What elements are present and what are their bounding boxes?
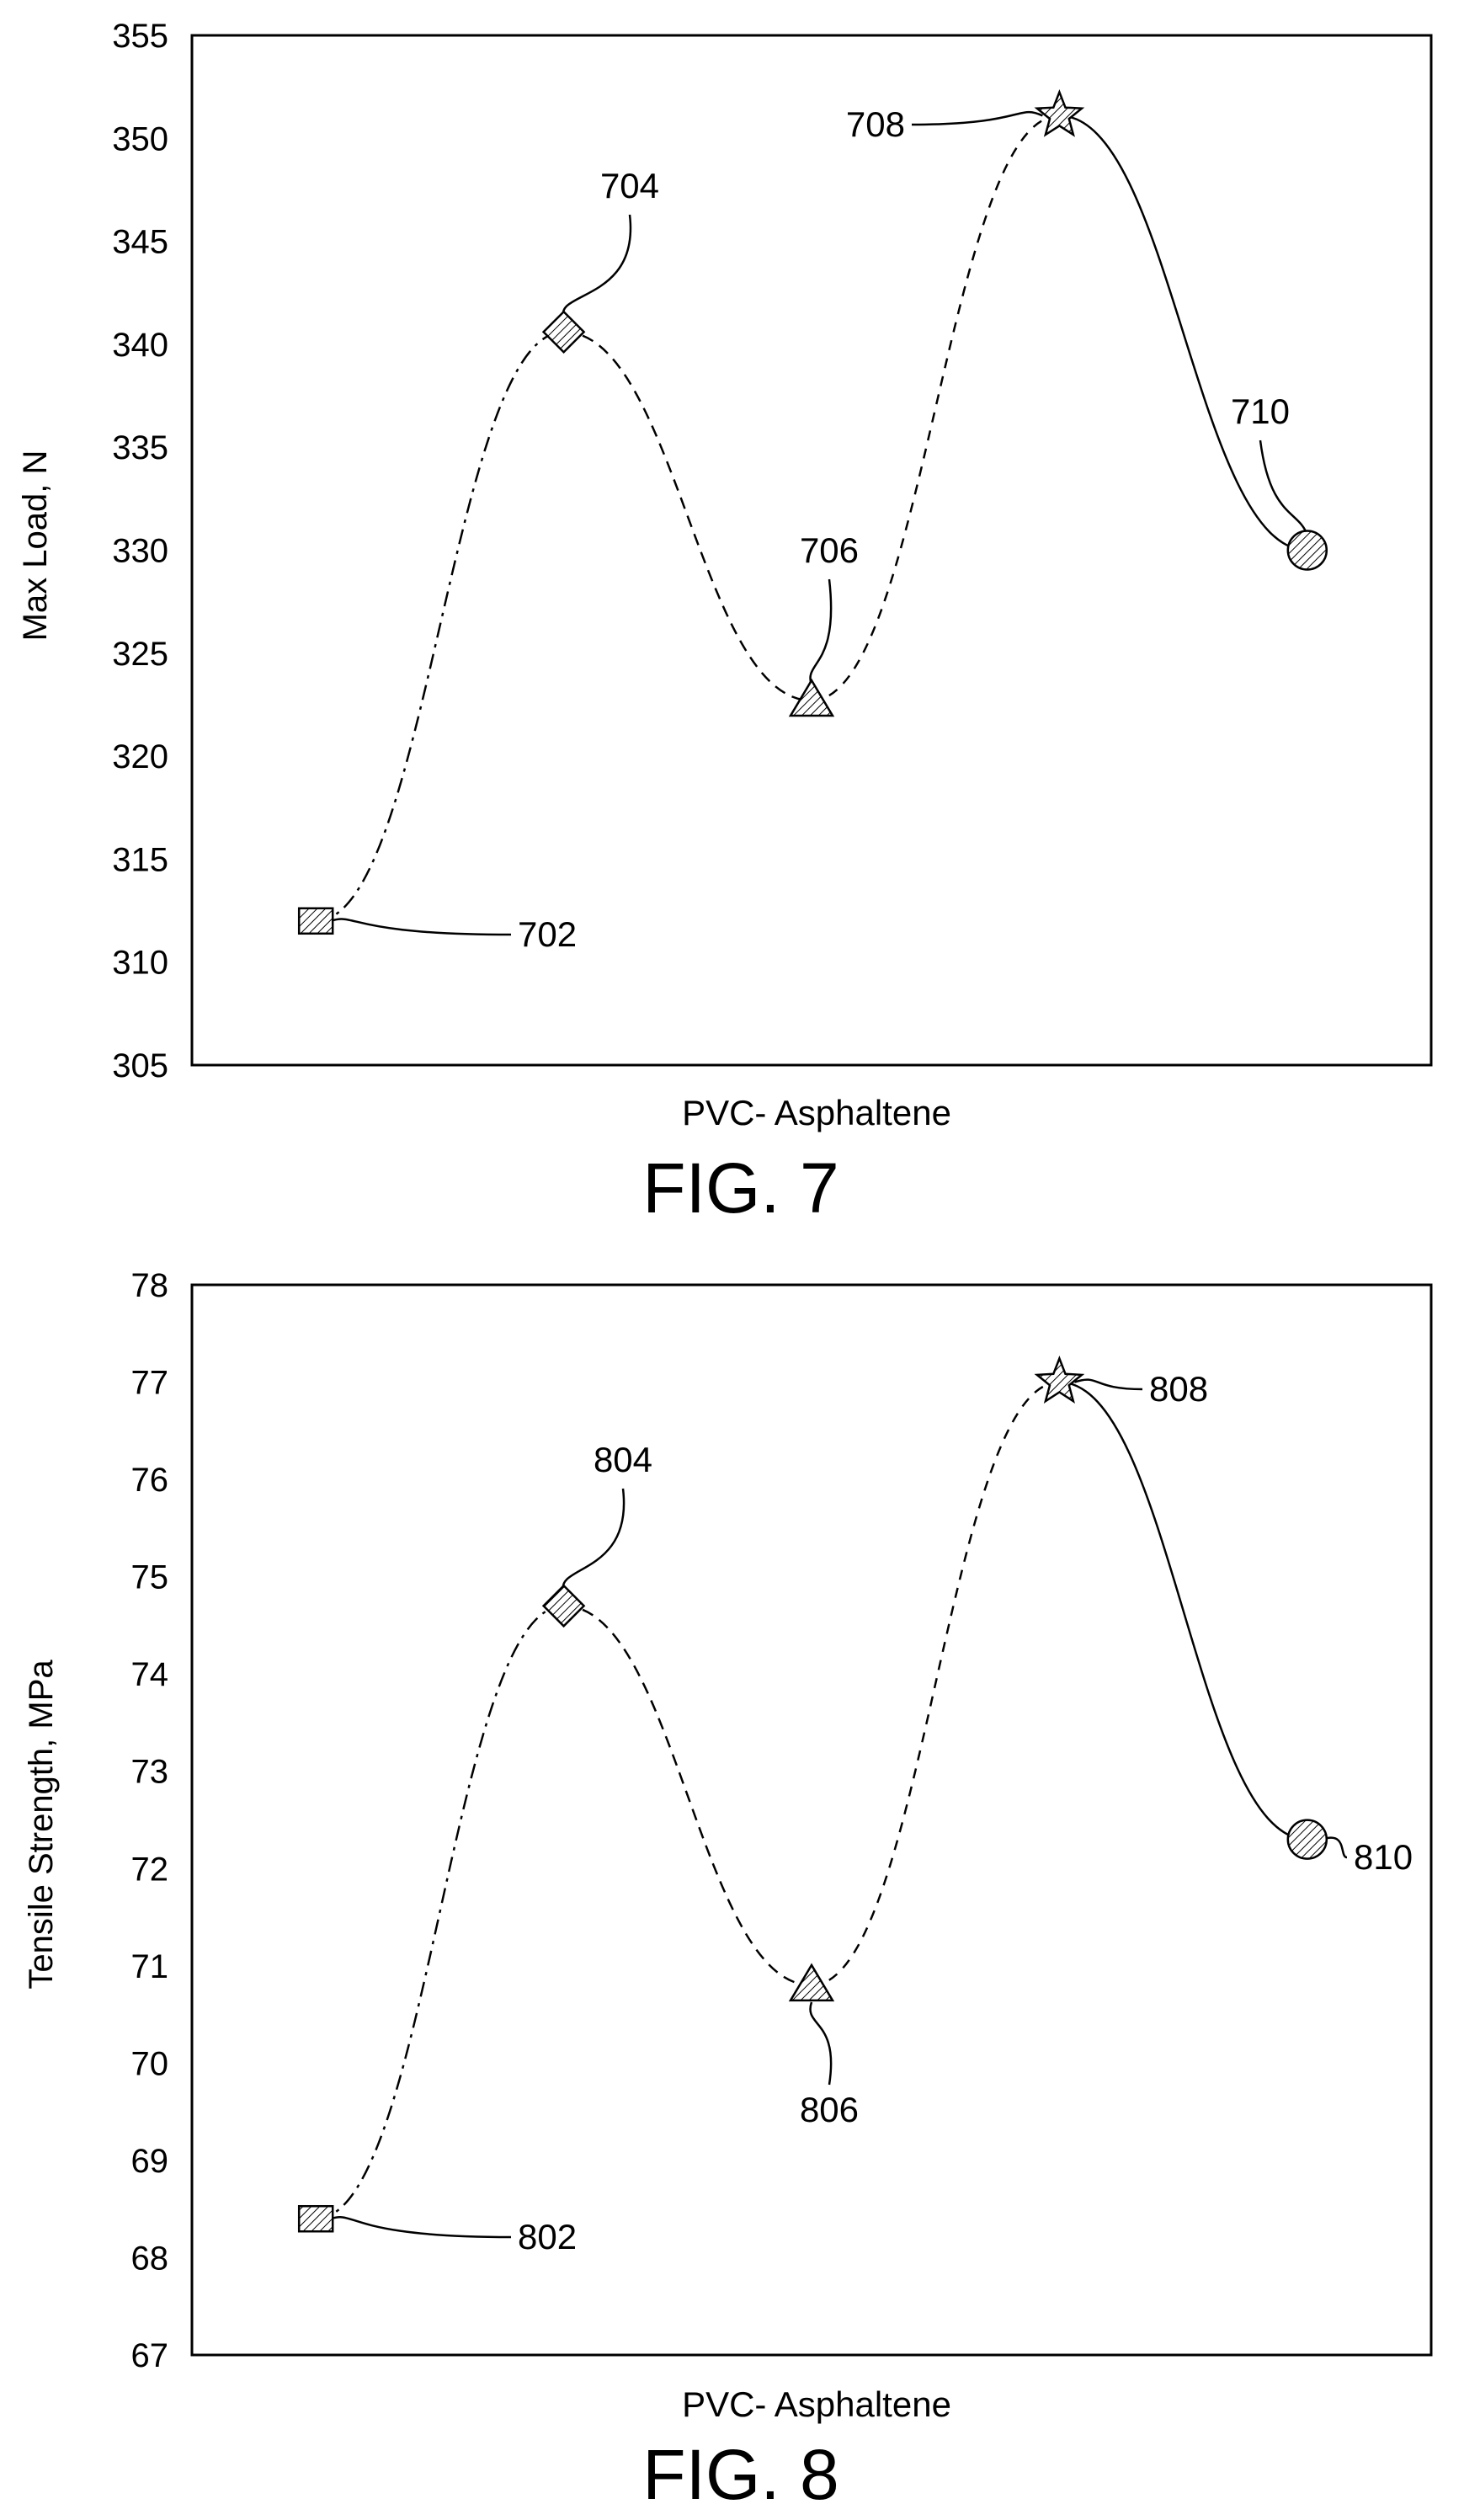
reference-numeral-704: 704 bbox=[600, 166, 659, 205]
y-tick-label: 77 bbox=[131, 1365, 169, 1402]
y-tick-label: 345 bbox=[112, 224, 168, 261]
y-tick-label: 72 bbox=[131, 1851, 169, 1888]
fig8-y-axis-label: Tensile Strength, MPa bbox=[23, 1660, 60, 1990]
series-segment bbox=[811, 115, 1060, 702]
y-tick-label: 71 bbox=[131, 1948, 169, 1985]
leader-line bbox=[330, 918, 512, 936]
y-tick-label: 340 bbox=[112, 327, 168, 364]
leader-line bbox=[562, 1488, 626, 1591]
reference-numeral-810: 810 bbox=[1354, 1837, 1413, 1877]
leader-line bbox=[809, 2001, 833, 2086]
reference-numeral-710: 710 bbox=[1231, 392, 1290, 431]
y-tick-label: 75 bbox=[131, 1559, 169, 1596]
triangle-marker bbox=[788, 1963, 835, 2002]
y-tick-label: 69 bbox=[131, 2143, 169, 2180]
fig7-x-axis-label: PVC- Asphaltene bbox=[682, 1093, 951, 1132]
fig8-y-axis-ticks: 67 68 69 70 71 72 73 74 75 76 77 78 bbox=[131, 1267, 169, 2374]
square-marker bbox=[297, 907, 334, 935]
y-tick-label: 310 bbox=[112, 945, 168, 982]
leader-line bbox=[1074, 1378, 1143, 1391]
fig8-caption: FIG. 8 bbox=[642, 2435, 838, 2514]
y-tick-label: 335 bbox=[112, 429, 168, 466]
square-marker bbox=[297, 2204, 334, 2233]
series-segment bbox=[811, 1381, 1060, 1987]
fig7-series-lines bbox=[316, 115, 1307, 923]
leader-line bbox=[330, 2216, 512, 2239]
y-tick-label: 67 bbox=[131, 2337, 169, 2374]
fig8-chart: 67 68 69 70 71 72 73 74 75 76 77 78 802 804 806 808 810… bbox=[23, 1267, 1433, 2514]
reference-numeral-802: 802 bbox=[518, 2217, 577, 2256]
y-tick-label: 73 bbox=[131, 1754, 169, 1791]
y-tick-label: 305 bbox=[112, 1047, 168, 1084]
fig8-plot-frame bbox=[190, 1283, 1433, 2357]
leader-line bbox=[911, 110, 1043, 126]
series-segment bbox=[1059, 1381, 1307, 1841]
fig8-reference-leaders bbox=[330, 1378, 1348, 2239]
star-marker bbox=[1034, 1356, 1085, 1404]
y-tick-label: 320 bbox=[112, 738, 168, 775]
reference-numeral-706: 706 bbox=[800, 530, 859, 570]
fig7-plot-frame bbox=[190, 34, 1433, 1067]
series-segment bbox=[563, 330, 812, 702]
y-tick-label: 68 bbox=[131, 2240, 169, 2277]
fig7-data-markers bbox=[297, 88, 1328, 935]
triangle-marker bbox=[788, 678, 835, 717]
circle-marker bbox=[1286, 1819, 1328, 1860]
leader-line bbox=[562, 214, 632, 317]
fig7-reference-leaders bbox=[330, 110, 1308, 936]
series-segment bbox=[316, 1605, 564, 2220]
reference-numeral-708: 708 bbox=[846, 104, 905, 144]
reference-numeral-806: 806 bbox=[800, 2090, 859, 2129]
fig7-y-axis-ticks: 305 310 315 320 325 330 335 340 345 350 355 bbox=[112, 18, 168, 1084]
y-tick-label: 315 bbox=[112, 841, 168, 878]
fig7-caption: FIG. 7 bbox=[642, 1148, 838, 1228]
leader-line bbox=[809, 578, 833, 686]
fig7-reference-numerals: 702 704 706 708 710 bbox=[518, 104, 1290, 954]
y-tick-label: 325 bbox=[112, 636, 168, 673]
leader-line bbox=[1322, 1836, 1348, 1859]
fig8-reference-numerals: 802 804 806 808 810 bbox=[518, 1369, 1413, 2256]
star-marker bbox=[1034, 88, 1085, 137]
y-tick-label: 78 bbox=[131, 1267, 169, 1304]
series-segment bbox=[316, 330, 564, 923]
leader-line bbox=[1259, 440, 1308, 535]
y-tick-label: 70 bbox=[131, 2045, 169, 2082]
reference-numeral-808: 808 bbox=[1149, 1369, 1208, 1409]
circle-marker bbox=[1286, 530, 1328, 571]
y-tick-label: 350 bbox=[112, 120, 168, 157]
fig7-chart: 305 310 315 320 325 330 335 340 345 350 355 702 704… bbox=[17, 18, 1433, 1228]
reference-numeral-804: 804 bbox=[594, 1440, 652, 1479]
y-tick-label: 355 bbox=[112, 18, 168, 55]
diamond-marker bbox=[541, 310, 586, 354]
fig7-y-axis-label: Max Load, N bbox=[17, 450, 54, 642]
fig8-data-markers bbox=[297, 1356, 1328, 2233]
fig8-series-lines bbox=[316, 1381, 1307, 2220]
series-segment bbox=[1059, 115, 1307, 551]
diamond-marker bbox=[541, 1584, 586, 1628]
y-tick-label: 330 bbox=[112, 533, 168, 570]
series-segment bbox=[563, 1605, 812, 1987]
y-tick-label: 74 bbox=[131, 1656, 169, 1693]
reference-numeral-702: 702 bbox=[518, 914, 577, 954]
y-tick-label: 76 bbox=[131, 1462, 169, 1499]
fig8-x-axis-label: PVC- Asphaltene bbox=[682, 2384, 951, 2424]
